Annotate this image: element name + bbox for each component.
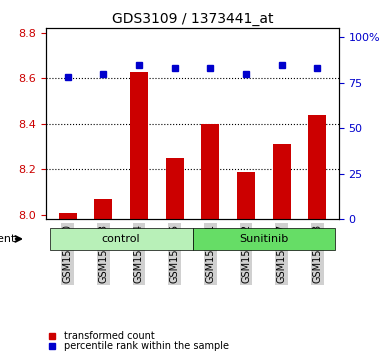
Text: Sunitinib: Sunitinib bbox=[239, 234, 288, 244]
Bar bbox=[94, 199, 112, 219]
Bar bbox=[308, 115, 326, 219]
Text: control: control bbox=[102, 234, 141, 244]
FancyBboxPatch shape bbox=[192, 228, 335, 250]
Bar bbox=[201, 124, 219, 219]
Text: agent: agent bbox=[0, 234, 16, 244]
Bar bbox=[59, 213, 77, 219]
Title: GDS3109 / 1373441_at: GDS3109 / 1373441_at bbox=[112, 12, 273, 26]
Bar bbox=[130, 72, 148, 219]
Bar bbox=[237, 172, 255, 219]
Text: transformed count: transformed count bbox=[64, 331, 154, 341]
Text: percentile rank within the sample: percentile rank within the sample bbox=[64, 341, 229, 351]
Bar bbox=[166, 158, 184, 219]
FancyBboxPatch shape bbox=[50, 228, 192, 250]
Bar bbox=[273, 144, 291, 219]
